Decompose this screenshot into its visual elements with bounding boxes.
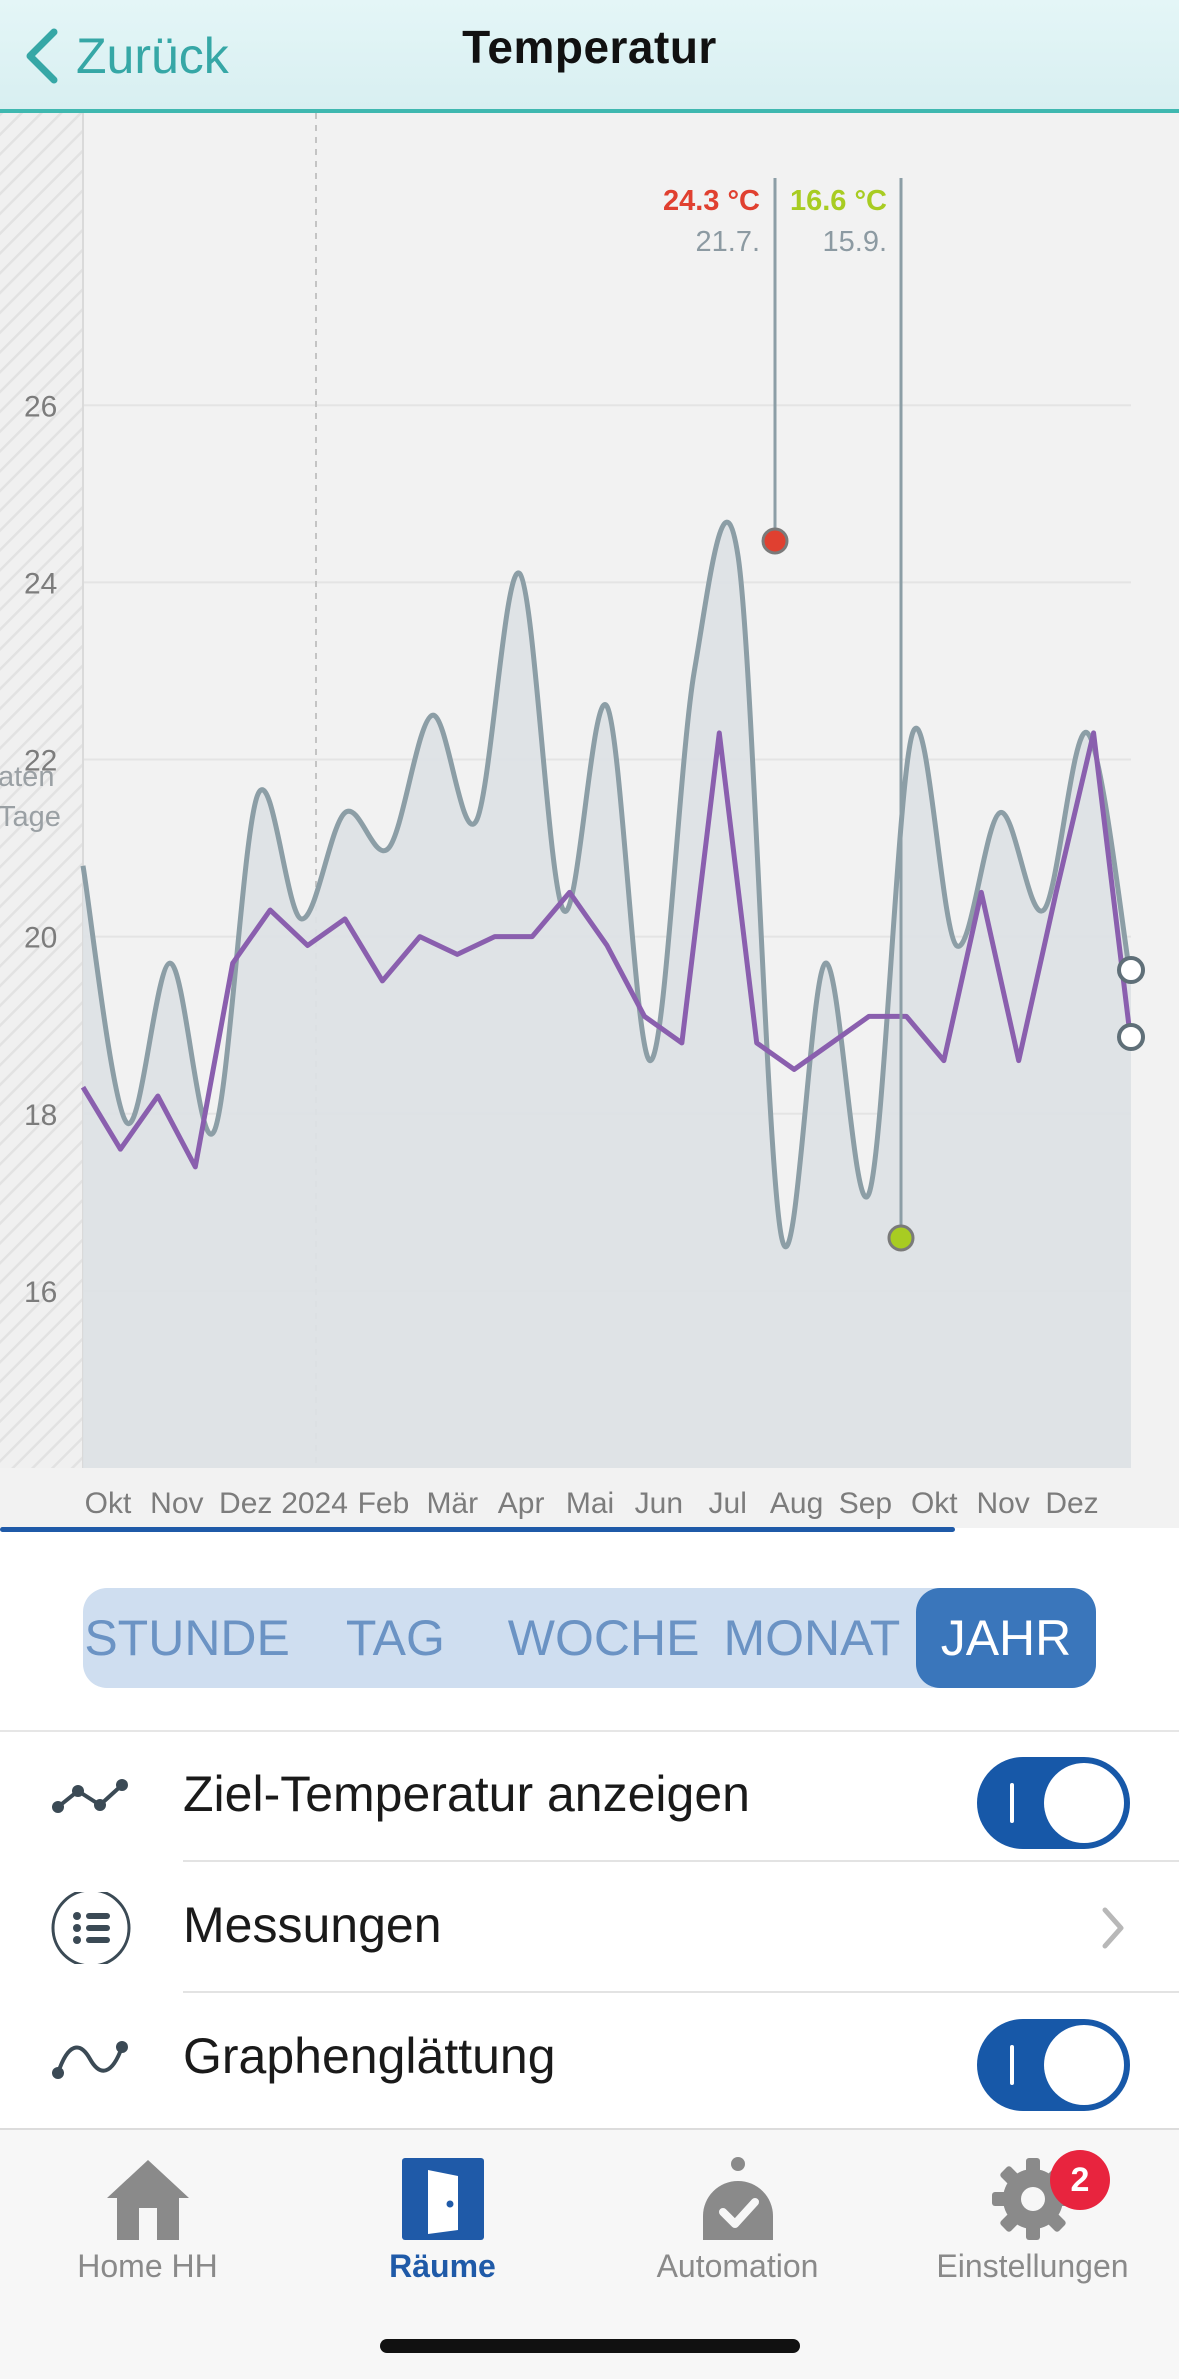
- tab-home-label: Home HH: [77, 2248, 218, 2284]
- chevron-right-icon: [1102, 1907, 1124, 1949]
- min-date-label: 15.9.: [823, 226, 888, 258]
- house-icon: [106, 2160, 189, 2240]
- home-indicator: [380, 2339, 800, 2353]
- page-title: Temperatur: [462, 21, 717, 73]
- smoothing-toggle[interactable]: [977, 2019, 1130, 2111]
- target-line: [80, 730, 1134, 1170]
- tab-settings[interactable]: 2 Einstellungen: [885, 2140, 1179, 2320]
- smooth-curve-icon: [52, 2041, 128, 2079]
- scroll-progress: [0, 1527, 955, 1532]
- x-tick-label: Mai: [566, 1487, 614, 1520]
- back-label: Zurück: [76, 28, 229, 84]
- range-tab-tag[interactable]: TAG: [345, 1610, 445, 1666]
- x-tick-label: Okt: [911, 1487, 958, 1520]
- toggle-on-mark: [1010, 2045, 1014, 2085]
- chevron-left-icon: [26, 28, 58, 84]
- measurements-label: Messungen: [183, 1897, 442, 1953]
- x-tick-label: Feb: [358, 1487, 410, 1520]
- x-tick-label: Sep: [839, 1487, 892, 1520]
- range-tab-stunde[interactable]: STUNDE: [84, 1610, 290, 1666]
- x-tick-label: Jun: [635, 1487, 683, 1520]
- range-segmented-control[interactable]: STUNDE TAG WOCHE MONAT JAHR: [83, 1588, 1096, 1688]
- line-chart-icon: [52, 1779, 128, 1813]
- tab-automation[interactable]: Automation: [590, 2140, 885, 2320]
- alarm-clock-icon: [702, 2157, 773, 2240]
- measurements-row[interactable]: Messungen: [0, 1863, 1179, 1993]
- max-date-label: 21.7.: [696, 226, 761, 258]
- target-temp-toggle[interactable]: [977, 1757, 1130, 1849]
- target-temp-label: Ziel-Temperatur anzeigen: [183, 1766, 750, 1822]
- x-tick-label: Apr: [498, 1487, 545, 1520]
- y-tick-label: 20: [24, 922, 57, 955]
- measured-area: [83, 522, 1131, 1468]
- y-tick-label: 24: [24, 567, 57, 600]
- x-tick-label: Nov: [150, 1487, 203, 1520]
- tab-rooms[interactable]: Räume: [295, 2140, 590, 2320]
- measured-line: [80, 519, 1134, 1250]
- settings-top-divider: [0, 1730, 1179, 1732]
- current-measured-point[interactable]: [1117, 956, 1145, 984]
- x-tick-label: 2024: [281, 1487, 348, 1520]
- x-tick-label: Aug: [770, 1487, 823, 1520]
- x-tick-label: Dez: [219, 1487, 272, 1520]
- temperature-chart[interactable]: 16 18 20 22 24 26 24.3 °C 21.7. 16.6 °C 15.9.…: [0, 113, 1179, 1528]
- notification-badge: 2: [1050, 2150, 1110, 2210]
- row-divider: [183, 1991, 1179, 1993]
- toggle-on-mark: [1010, 1783, 1014, 1823]
- smoothing-row[interactable]: Graphenglättung: [0, 1994, 1179, 2124]
- tab-rooms-label: Räume: [389, 2248, 496, 2284]
- range-tab-jahr[interactable]: JAHR: [916, 1588, 1096, 1688]
- smoothing-label: Graphenglättung: [183, 2028, 556, 2084]
- tab-automation-label: Automation: [656, 2248, 819, 2284]
- y-tick-label: 18: [24, 1099, 57, 1132]
- bottom-tab-bar: Home HH Räume Automation: [0, 2128, 1179, 2379]
- no-data-region: [0, 113, 83, 1468]
- toggle-knob: [1044, 2025, 1124, 2105]
- y-tick-label: 16: [24, 1276, 57, 1309]
- min-value-label: 16.6 °C: [790, 185, 887, 217]
- back-button[interactable]: Zurück: [22, 18, 229, 94]
- x-tick-label: Mär: [426, 1487, 478, 1520]
- range-tab-woche[interactable]: WOCHE: [507, 1610, 700, 1666]
- x-tick-label: Okt: [85, 1487, 132, 1520]
- tab-home[interactable]: Home HH: [0, 2140, 295, 2320]
- tab-settings-label: Einstellungen: [936, 2248, 1129, 2284]
- x-tick-label: Jul: [709, 1487, 747, 1520]
- target-temp-row[interactable]: Ziel-Temperatur anzeigen: [0, 1732, 1179, 1862]
- left-label-2: Tage: [0, 801, 61, 833]
- list-icon: [51, 1892, 131, 1964]
- nav-header: Zurück Temperatur: [0, 0, 1179, 113]
- row-divider: [183, 1860, 1179, 1862]
- door-icon: [401, 2158, 484, 2240]
- y-tick-label: 26: [24, 390, 57, 423]
- chart-canvas[interactable]: 16 18 20 22 24 26 24.3 °C 21.7. 16.6 °C 15.9.…: [0, 113, 1179, 1528]
- x-tick-label: Nov: [976, 1487, 1029, 1520]
- max-value-label: 24.3 °C: [663, 185, 760, 217]
- min-point[interactable]: [887, 1224, 915, 1252]
- y-tick-label: 22: [24, 745, 57, 778]
- toggle-knob: [1044, 1763, 1124, 1843]
- max-point[interactable]: [761, 527, 789, 555]
- left-label-1: aten: [0, 761, 54, 793]
- x-tick-label: Dez: [1045, 1487, 1098, 1520]
- range-tab-monat[interactable]: MONAT: [723, 1610, 901, 1666]
- current-target-point[interactable]: [1117, 1023, 1145, 1051]
